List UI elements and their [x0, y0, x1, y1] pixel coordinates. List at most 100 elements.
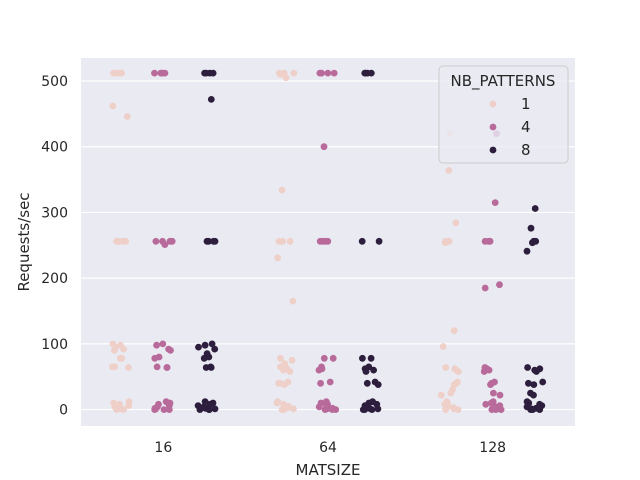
data-point	[454, 406, 462, 413]
legend: NB_PATTERNS 1 4 8	[438, 65, 569, 164]
data-point	[374, 405, 382, 413]
data-point	[367, 354, 375, 362]
data-point	[452, 219, 460, 227]
data-point	[158, 69, 166, 77]
data-point	[205, 406, 213, 413]
data-point	[206, 400, 214, 408]
data-point	[364, 69, 371, 77]
y-tick-label: 300	[41, 205, 68, 221]
data-point	[324, 69, 332, 77]
data-point	[120, 345, 127, 353]
y-tick-label: 0	[59, 403, 68, 419]
data-point	[321, 406, 329, 413]
data-point	[362, 368, 370, 375]
data-point	[361, 406, 369, 413]
data-point	[207, 364, 215, 371]
data-point	[375, 237, 383, 245]
legend-label: 4	[521, 118, 531, 136]
data-point	[289, 297, 297, 305]
data-point	[111, 347, 118, 354]
data-point	[116, 354, 124, 362]
legend-marker	[489, 146, 497, 154]
data-point	[482, 400, 490, 408]
data-point	[533, 368, 540, 375]
data-point	[124, 364, 132, 371]
legend-label: 8	[521, 141, 531, 159]
data-point	[120, 237, 127, 245]
data-point	[161, 241, 169, 249]
data-point	[442, 406, 450, 413]
data-point	[286, 368, 294, 375]
y-tick-label: 500	[41, 74, 68, 90]
data-point	[496, 281, 503, 289]
data-point	[166, 237, 174, 245]
x-tick-label: 128	[479, 440, 506, 456]
data-point	[151, 354, 159, 362]
y-tick-label: 400	[41, 140, 68, 156]
data-point	[290, 69, 298, 77]
data-point	[480, 368, 488, 375]
series-8-points	[194, 69, 547, 413]
data-point	[497, 406, 505, 413]
data-point	[481, 237, 489, 245]
data-point	[274, 254, 281, 262]
data-point	[320, 143, 328, 151]
data-point	[165, 406, 173, 413]
data-point	[319, 237, 327, 245]
series-4-points	[151, 69, 505, 413]
data-point	[486, 237, 494, 245]
data-point	[167, 347, 174, 354]
data-point	[332, 406, 340, 413]
data-point	[125, 402, 133, 409]
data-point	[490, 389, 497, 397]
data-point	[316, 69, 324, 77]
data-point	[445, 167, 453, 174]
data-point	[152, 237, 160, 245]
data-point	[530, 381, 538, 388]
x-axis-label: MATSIZE	[296, 461, 361, 479]
data-point	[374, 381, 382, 388]
data-point	[123, 113, 131, 120]
data-point	[153, 341, 161, 349]
legend-marker	[489, 123, 497, 131]
data-point	[320, 354, 328, 362]
data-point	[278, 186, 286, 194]
data-point	[437, 391, 445, 399]
data-point	[525, 379, 532, 387]
data-point	[531, 205, 539, 212]
data-point	[488, 406, 496, 413]
data-point	[120, 406, 127, 413]
data-point	[113, 237, 120, 245]
legend-box	[438, 65, 569, 164]
data-point	[109, 102, 117, 110]
y-tick-labels: 0 100 200 300 400 500	[41, 74, 68, 419]
data-point	[282, 74, 290, 82]
data-point	[454, 368, 462, 375]
x-tick-label: 16	[154, 440, 172, 456]
data-point	[109, 363, 116, 371]
data-point	[491, 199, 499, 207]
data-point	[153, 363, 161, 371]
data-point	[447, 389, 455, 397]
data-point	[211, 405, 219, 413]
x-tick-label: 64	[319, 440, 337, 456]
data-point	[200, 354, 208, 362]
data-point	[439, 343, 447, 350]
data-point	[201, 398, 209, 406]
x-tick-labels: 16 64 128	[154, 440, 506, 456]
data-point	[205, 237, 213, 245]
data-point	[359, 354, 366, 362]
data-point	[279, 237, 286, 245]
data-point	[277, 354, 284, 362]
data-point	[273, 399, 281, 407]
data-point	[159, 340, 167, 348]
data-point	[442, 364, 450, 371]
data-point	[195, 343, 202, 351]
data-point	[151, 406, 159, 413]
legend-label: 1	[521, 95, 531, 113]
data-point	[487, 381, 494, 388]
data-point	[160, 406, 168, 413]
data-point	[277, 71, 284, 78]
data-point	[524, 364, 531, 371]
